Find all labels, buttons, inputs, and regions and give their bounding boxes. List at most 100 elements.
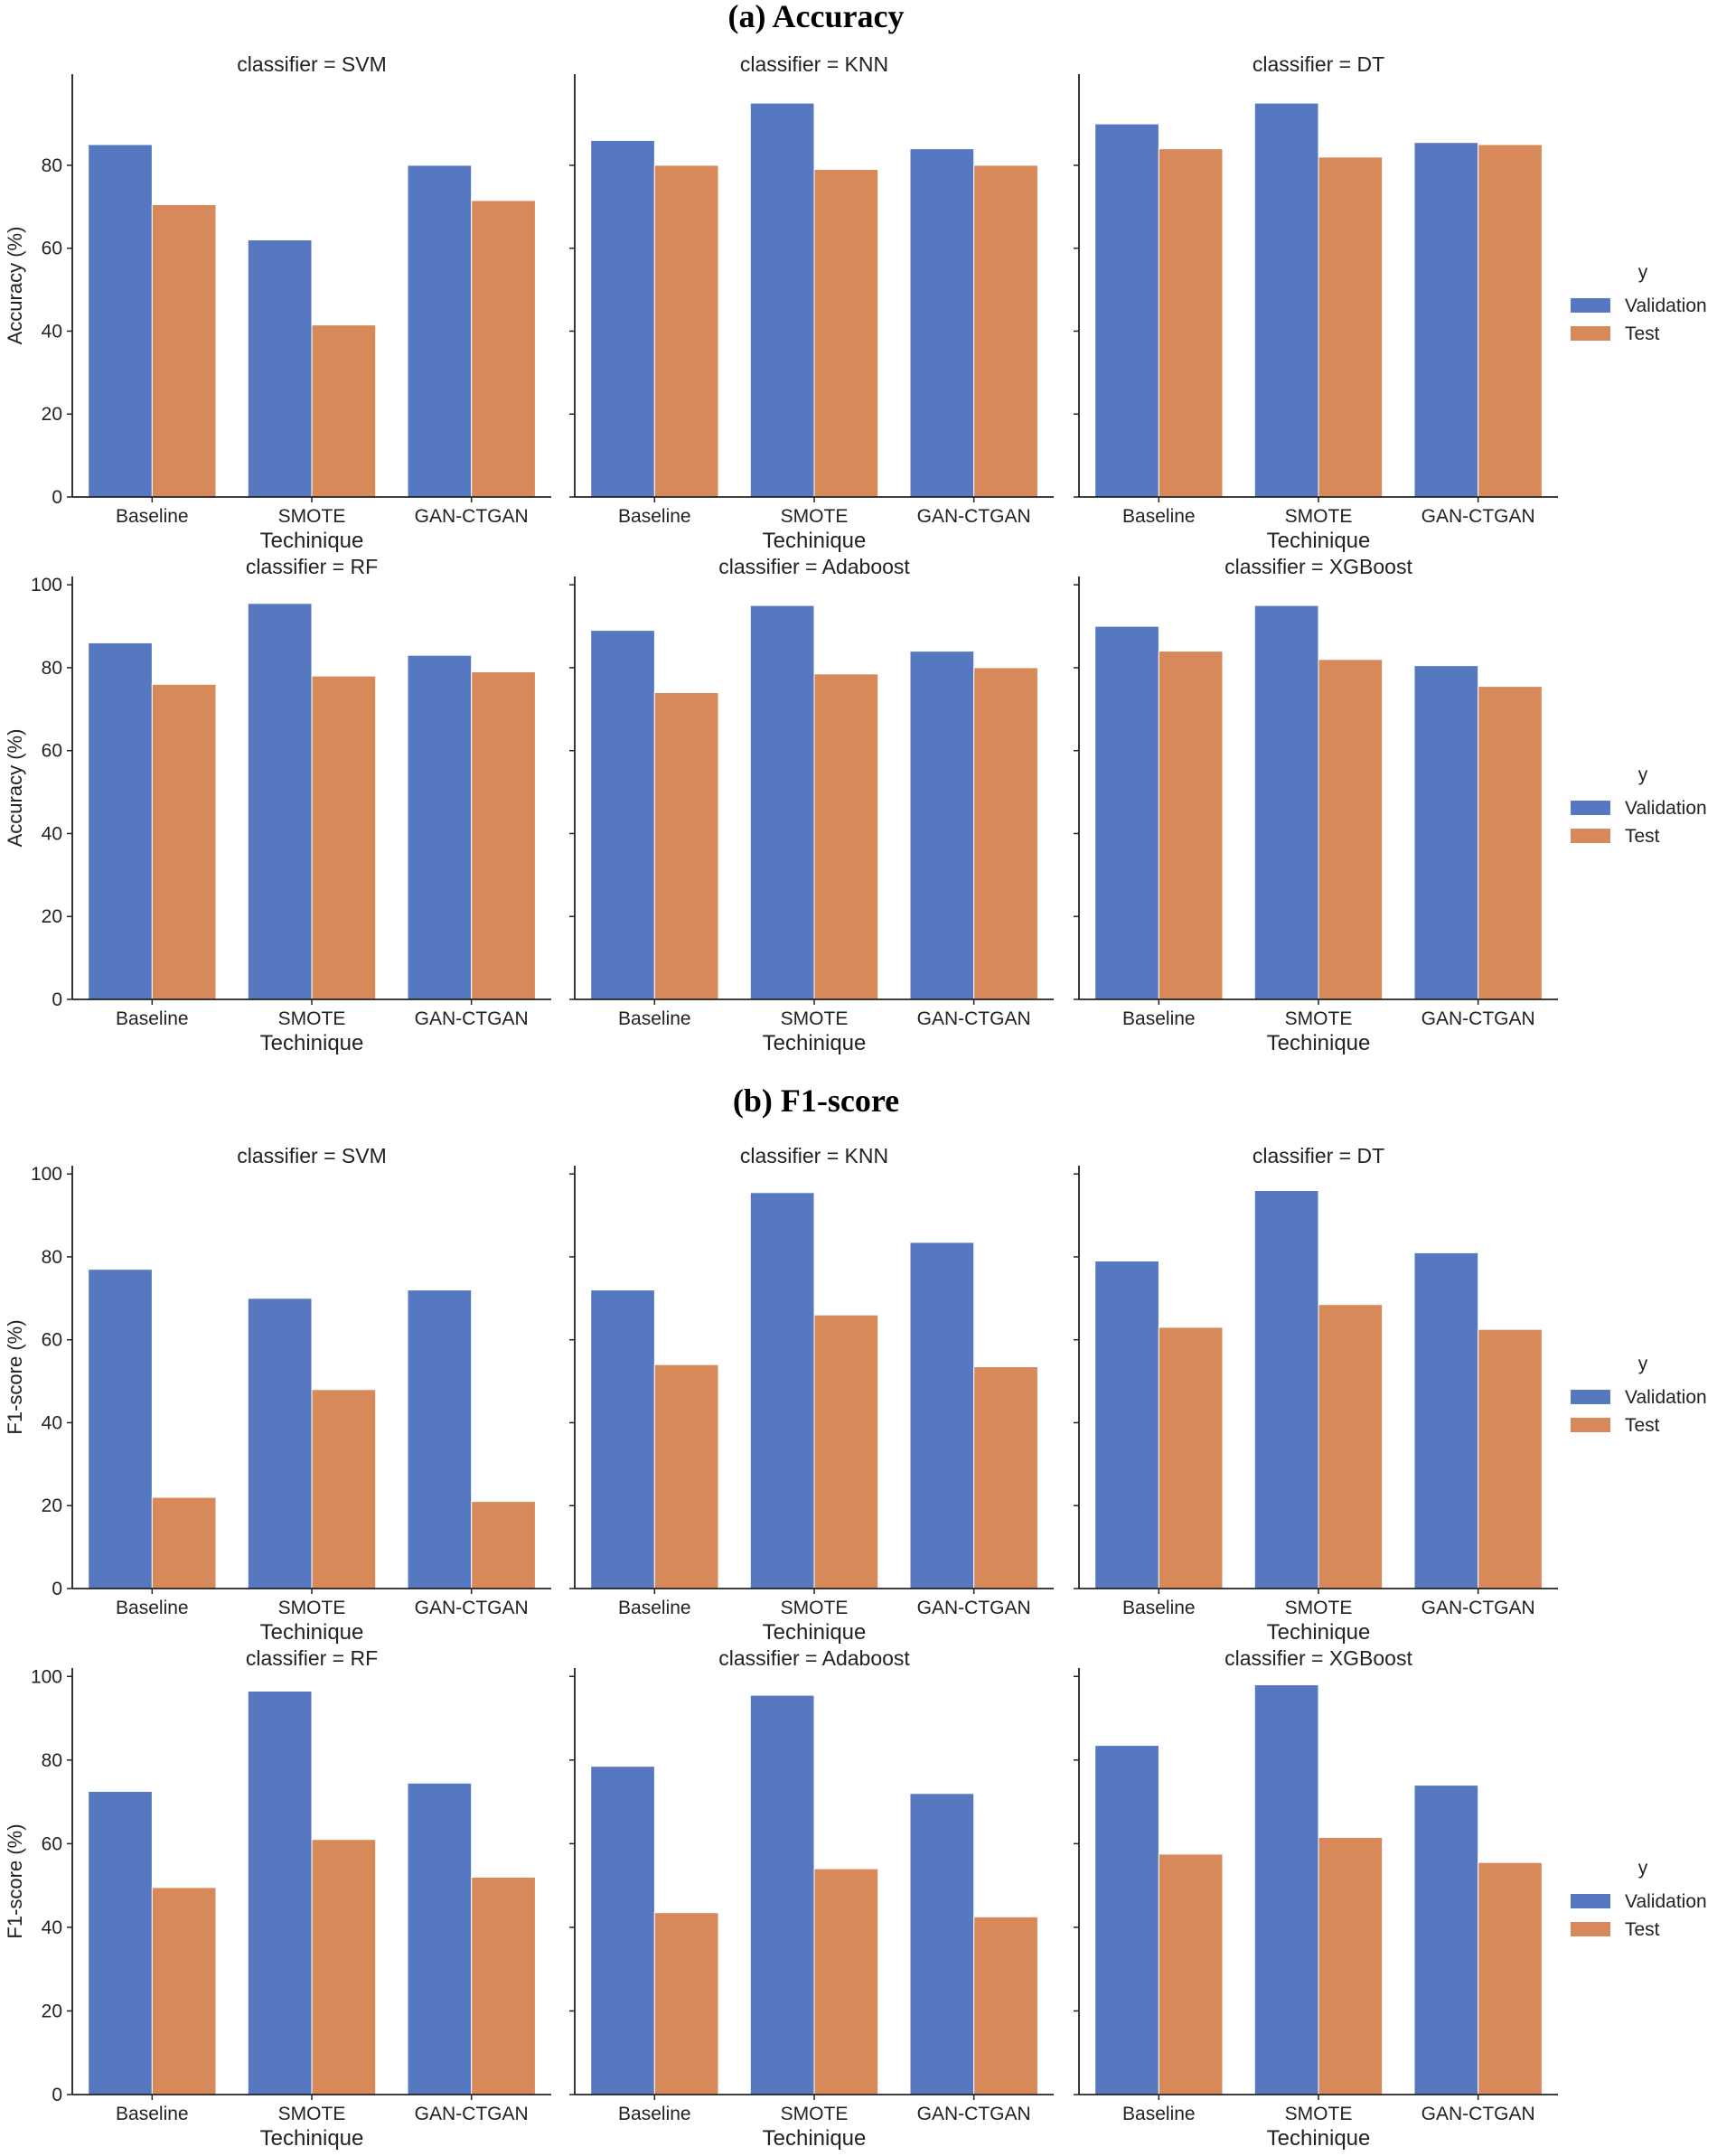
section-title-accuracy: (a) Accuracy <box>728 0 905 34</box>
bar-test-baseline <box>151 683 217 1000</box>
y-tick-label: 80 <box>42 155 62 176</box>
legend-swatch-validation <box>1571 298 1610 313</box>
y-axis-label: F1-score (%) <box>4 1319 26 1434</box>
panel-3: Baseline SMOTE GAN-CTGAN 0 20 40 60 80 100 Accura… <box>4 555 551 1055</box>
y-tick-label: 0 <box>52 1579 62 1599</box>
bar-test-gan-ctgan <box>471 1501 536 1589</box>
x-tick-label: Baseline <box>1122 1598 1196 1618</box>
panel-title: classifier = SVM <box>237 52 387 76</box>
y-tick-label: 80 <box>42 1247 62 1268</box>
x-axis-label: Techinique <box>260 1031 364 1055</box>
bar-test-gan-ctgan <box>471 1876 536 2095</box>
x-tick-label: Baseline <box>1122 2104 1196 2124</box>
bar-test-baseline <box>1158 651 1224 1000</box>
legend-label-validation: Validation <box>1625 798 1707 819</box>
legend-label-validation: Validation <box>1625 1387 1707 1408</box>
y-tick-label: 60 <box>42 239 62 259</box>
bar-validation-gan-ctgan <box>407 164 473 498</box>
legend-title: y <box>1638 1858 1648 1879</box>
x-tick-label: GAN-CTGAN <box>415 2104 529 2124</box>
panel-7: Baseline SMOTE GAN-CTGAN classifier = KNN Te… <box>569 1144 1054 1645</box>
x-tick-label: Baseline <box>1122 506 1196 527</box>
bar-test-baseline <box>1158 148 1224 498</box>
bar-validation-baseline <box>1094 1261 1159 1589</box>
x-tick-label: SMOTE <box>781 506 849 527</box>
y-tick-label: 0 <box>52 2085 62 2105</box>
panel-title: classifier = RF <box>246 555 378 578</box>
legend: y Validation Test <box>1571 764 1707 847</box>
x-tick-label: GAN-CTGAN <box>1421 506 1535 527</box>
bar-test-baseline <box>653 1364 719 1589</box>
x-tick-label: SMOTE <box>278 1598 346 1618</box>
bar-validation-smote <box>247 603 313 1000</box>
bar-test-smote <box>1318 156 1384 498</box>
bar-validation-gan-ctgan <box>909 1242 975 1589</box>
y-tick-label: 20 <box>42 906 62 927</box>
x-tick-label: SMOTE <box>781 1008 849 1029</box>
panel-title: classifier = KNN <box>740 52 888 76</box>
bar-validation-gan-ctgan <box>407 654 473 1000</box>
bar-test-baseline <box>1158 1326 1224 1589</box>
x-axis-label: Techinique <box>763 529 867 553</box>
panel-title: classifier = RF <box>246 1646 378 1670</box>
bar-validation-gan-ctgan <box>407 1782 473 2095</box>
bar-test-baseline <box>151 1496 217 1589</box>
x-tick-label: SMOTE <box>1285 1598 1353 1618</box>
panel-title: classifier = DT <box>1253 52 1384 76</box>
legend-title: y <box>1638 764 1648 785</box>
x-tick-label: SMOTE <box>781 1598 849 1618</box>
x-tick-label: GAN-CTGAN <box>415 1008 529 1029</box>
legend-label-test: Test <box>1625 1919 1660 1940</box>
x-tick-label: SMOTE <box>1285 506 1353 527</box>
legend: y Validation Test <box>1571 1858 1707 1940</box>
bar-validation-baseline <box>590 1289 655 1589</box>
x-tick-label: GAN-CTGAN <box>415 506 529 527</box>
panel-title: classifier = XGBoost <box>1224 1646 1412 1670</box>
legend-swatch-test <box>1571 829 1610 843</box>
legend: y Validation Test <box>1571 262 1707 344</box>
bar-validation-baseline <box>1094 625 1159 1000</box>
bar-test-gan-ctgan <box>973 667 1038 1000</box>
y-tick-label: 100 <box>31 1666 62 1687</box>
bar-validation-baseline <box>590 139 655 498</box>
section-title-f1: (b) F1-score <box>733 1083 899 1119</box>
bar-test-gan-ctgan <box>973 1366 1038 1589</box>
y-tick-label: 100 <box>31 1164 62 1185</box>
bar-test-baseline <box>653 1912 719 2095</box>
bar-validation-baseline <box>88 144 153 498</box>
panel-title: classifier = XGBoost <box>1224 555 1412 578</box>
x-tick-label: Baseline <box>116 2104 189 2124</box>
x-tick-label: Baseline <box>618 1598 691 1618</box>
bar-validation-smote <box>247 1298 313 1589</box>
y-tick-label: 80 <box>42 658 62 679</box>
bar-validation-smote <box>749 1192 815 1589</box>
x-tick-label: SMOTE <box>278 1008 346 1029</box>
y-tick-label: 40 <box>42 1917 62 1938</box>
legend-label-validation: Validation <box>1625 1891 1707 1912</box>
bar-test-gan-ctgan <box>1478 144 1543 498</box>
y-tick-label: 0 <box>52 487 62 508</box>
bar-validation-gan-ctgan <box>909 651 975 1000</box>
bar-validation-baseline <box>590 630 655 1000</box>
legend-swatch-test <box>1571 326 1610 341</box>
bar-test-smote <box>813 1314 879 1589</box>
panel-8: Baseline SMOTE GAN-CTGAN classifier = DT Tec… <box>1074 1144 1558 1645</box>
bar-validation-gan-ctgan <box>1413 1251 1479 1589</box>
bar-validation-baseline <box>88 1269 153 1589</box>
bar-test-gan-ctgan <box>973 1916 1038 2095</box>
bar-test-smote <box>311 1839 377 2095</box>
bar-test-baseline <box>1158 1853 1224 2095</box>
bar-validation-smote <box>1253 605 1319 1000</box>
legend-swatch-test <box>1571 1418 1610 1432</box>
x-tick-label: Baseline <box>618 506 691 527</box>
x-tick-label: SMOTE <box>278 2104 346 2124</box>
y-tick-label: 40 <box>42 823 62 844</box>
x-tick-label: Baseline <box>618 1008 691 1029</box>
panel-title: classifier = SVM <box>237 1144 387 1167</box>
bar-validation-gan-ctgan <box>1413 1785 1479 2095</box>
legend-swatch-validation <box>1571 1390 1610 1404</box>
bar-test-baseline <box>653 164 719 498</box>
panel-title: classifier = KNN <box>740 1144 888 1167</box>
legend: y Validation Test <box>1571 1354 1707 1436</box>
bar-test-gan-ctgan <box>1478 1328 1543 1589</box>
